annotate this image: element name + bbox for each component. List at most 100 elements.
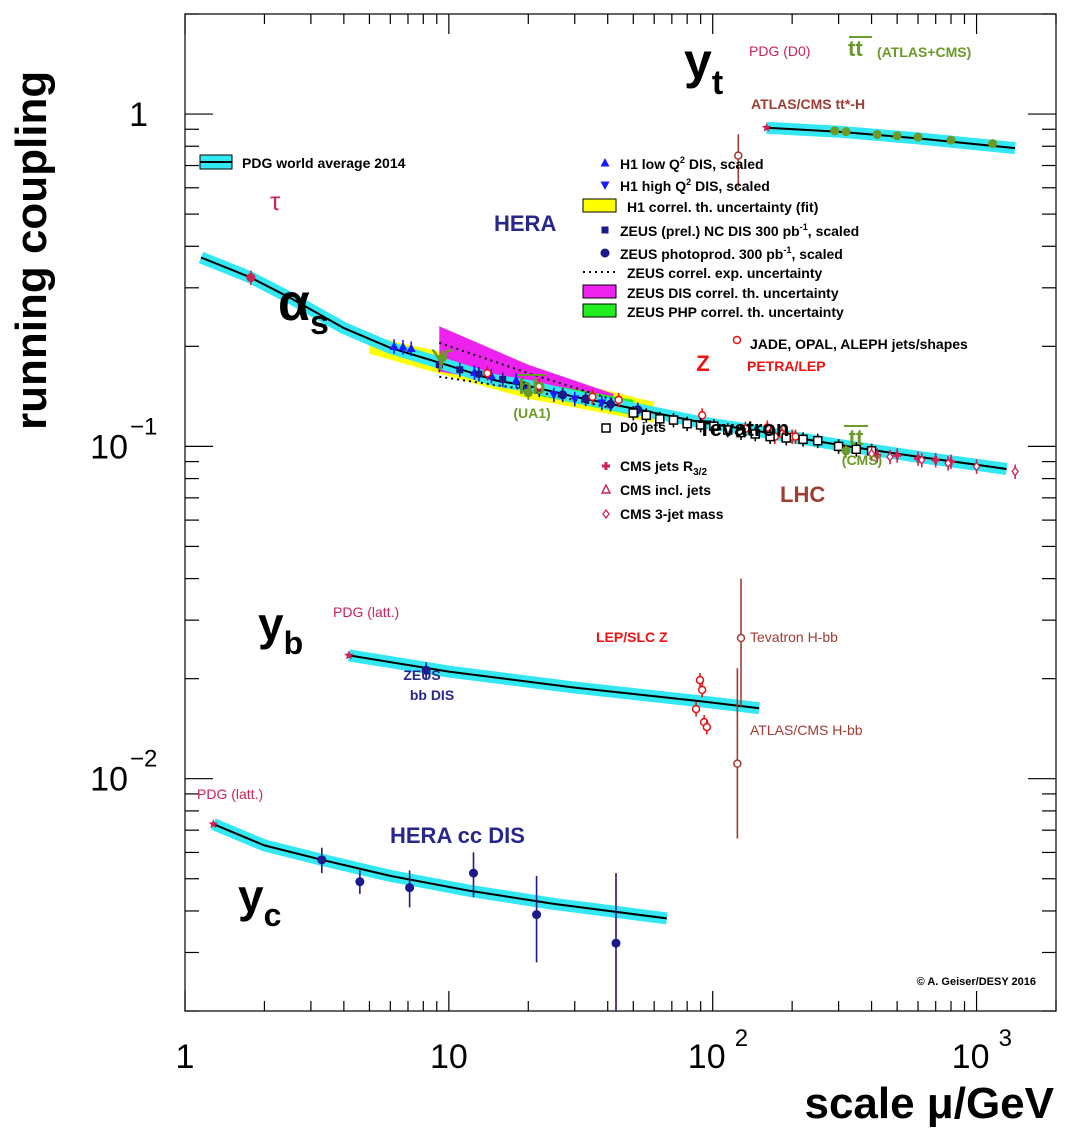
d0-jets-point (709, 421, 719, 431)
y-tick-exponent: −2 (130, 746, 157, 773)
yt-label: yt (684, 33, 723, 102)
pdg-latt-c-label: PDG (latt.) (197, 786, 263, 802)
zeus-prel-nc-dis-300-pb-1-scaled-point (475, 370, 483, 378)
d0-jets-point (781, 433, 792, 443)
legend-h1-high-label: H1 high Q2 DIS, scaled (620, 177, 770, 194)
legend-zeus-php-swatch (582, 303, 617, 318)
legend-zeus-nc-label-part2: , scaled (808, 223, 859, 239)
h1-low-q2-dis-scaled-point (406, 343, 416, 353)
cms-3-jet-mass-point (972, 461, 981, 472)
d0-jets-point (655, 414, 665, 424)
yc-curve-line (212, 823, 667, 920)
y-tick-exponent: −1 (130, 413, 157, 440)
yb-curve-line (348, 654, 760, 710)
yc-label-main: y (238, 870, 264, 922)
zeus-photoprod-300-pb-1-scaled-point (606, 399, 616, 409)
jade-opal-aleph-jets-shapes-point (791, 432, 800, 441)
atlas-cms-h-bb-point (733, 759, 742, 768)
legend-zeus-nc-label-part1: -1 (800, 222, 808, 232)
tevatron-h-bb-point (736, 633, 746, 643)
cms-jets-r-3-2-point (893, 451, 902, 460)
legend-zeus-dis-label: ZEUS DIS correl. th. uncertainty (627, 285, 839, 301)
h1-low-q2-dis-scaled-point (398, 342, 408, 351)
jade-opal-aleph-jets-shapes-point (614, 395, 623, 405)
h1-high-q2-dis-scaled-point (570, 395, 580, 404)
legend-h1-low-label-part2: DIS, scaled (685, 156, 764, 172)
jade-opal-aleph-jets-shapes-point (697, 411, 707, 420)
x-axis-title: scale μ/GeV (804, 1079, 1054, 1128)
legend-zeus-nc-marker (601, 226, 609, 234)
cms-3-jet-mass-point (867, 448, 876, 459)
tt-atlas-cms-point (892, 131, 902, 141)
lep-slc-z-point (702, 722, 712, 732)
hera-cc-label: HERA cc DIS (390, 823, 525, 848)
legend-h1-low-label-part0: H1 low Q (620, 156, 680, 172)
tt-cms-label: tt (849, 425, 864, 450)
atlas-tth-label: ATLAS/CMS tt*-H (751, 96, 865, 112)
pdg-d0-label: PDG (D0) (749, 43, 810, 59)
ua1-label: (UA1) (513, 405, 550, 421)
legend-cms-incl-marker (600, 483, 612, 494)
hera-cc-dis-point (317, 855, 327, 865)
zeus-bb-dis-point (421, 665, 431, 675)
pdg-latt-b-label: PDG (latt.) (333, 604, 399, 620)
lhc-label: LHC (780, 482, 825, 507)
d0-jets-point (765, 431, 775, 442)
legend-zeus-ph-marker (600, 248, 610, 258)
yb-label-sub: b (284, 625, 304, 661)
legend-zeus-exp-label: ZEUS correl. exp. uncertainty (627, 265, 822, 281)
legend-zeus-nc-label-part0: ZEUS (prel.) NC DIS 300 pb (620, 223, 800, 239)
jade-opal-aleph-jets-shapes-point (534, 381, 544, 391)
yc-label-sub: c (264, 897, 282, 933)
hera-cc-dis-point (355, 877, 365, 887)
d0-jets-point (668, 415, 679, 425)
tt-atlas-cms-point (913, 132, 923, 142)
zeus-exp-dotted (438, 341, 614, 401)
zeus-bb-label-2: bb DIS (410, 687, 454, 703)
d0-jets-point (736, 427, 746, 438)
pdg-latt-b-point (344, 650, 354, 660)
zeus-dis-band (439, 326, 614, 407)
legend-pdg-label: PDG world average 2014 (242, 155, 406, 171)
x-tick-exponent: 3 (999, 1025, 1012, 1052)
legend-d0-label: D0 jets (620, 419, 666, 435)
x-tick-label: 10 (688, 1038, 726, 1076)
hera-cc-dis-point (532, 910, 542, 920)
lep-slc-label: LEP/SLC Z (596, 629, 668, 645)
legend-jade-label: JADE, OPAL, ALEPH jets/shapes (750, 336, 968, 352)
legend-h1-low-marker (600, 158, 610, 167)
legend-cms-3jet-marker (602, 508, 610, 520)
cms-jets-r-3-2-point (931, 455, 940, 464)
legend-cms-r32-label: CMS jets R3/2 (620, 458, 707, 478)
cms-3-jet-mass-point (917, 454, 926, 466)
jade-opal-aleph-jets-shapes-point (588, 392, 597, 402)
lep-slc-z-point (695, 675, 705, 685)
y-tick-label: 10 (90, 428, 128, 466)
legend-zeus-php-label: ZEUS PHP correl. th. uncertainty (627, 304, 844, 320)
legend-zeus-ph-label-part2: , scaled (791, 246, 842, 262)
tt-top-label: tt (848, 36, 863, 61)
upsilon-label: ϒ (430, 344, 453, 377)
legend-d0-marker (601, 423, 611, 433)
hera-cc-dis-point (405, 883, 415, 893)
zeus-photoprod-300-pb-1-scaled-point (581, 394, 591, 404)
jade-opal-aleph-jets-shapes-point (763, 423, 772, 432)
hera-cc-dis-point (611, 938, 621, 948)
legend-zeus-ph-label: ZEUS photoprod. 300 pb-1, scaled (620, 245, 843, 262)
d0-jets-point (722, 425, 733, 435)
x-tick-label: 1 (176, 1038, 195, 1076)
y-tick-label: 10 (90, 761, 128, 799)
d0-jets-point (750, 429, 761, 439)
lep-slc-z-point (691, 704, 701, 714)
legend-h1-low-label: H1 low Q2 DIS, scaled (620, 155, 764, 172)
legend-cms-r32-marker (602, 462, 610, 470)
yt-label-main: y (684, 33, 712, 89)
d0-jets-point (798, 434, 808, 445)
legend-zeus-dis-swatch (582, 284, 617, 299)
d0-jets-point (833, 441, 844, 452)
zeus-prel-nc-dis-300-pb-1-scaled-point (518, 381, 526, 389)
zeus-prel-nc-dis-300-pb-1-scaled-point (456, 366, 464, 374)
data-points (208, 122, 1019, 1011)
jade-opal-aleph-jets-shapes-point (483, 368, 492, 378)
